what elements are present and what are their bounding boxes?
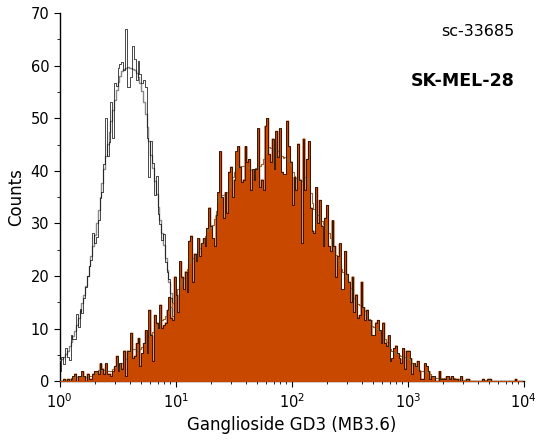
Y-axis label: Counts: Counts [7, 168, 25, 226]
Text: SK-MEL-28: SK-MEL-28 [411, 72, 515, 90]
X-axis label: Ganglioside GD3 (MB3.6): Ganglioside GD3 (MB3.6) [187, 416, 397, 434]
Text: sc-33685: sc-33685 [441, 24, 515, 39]
